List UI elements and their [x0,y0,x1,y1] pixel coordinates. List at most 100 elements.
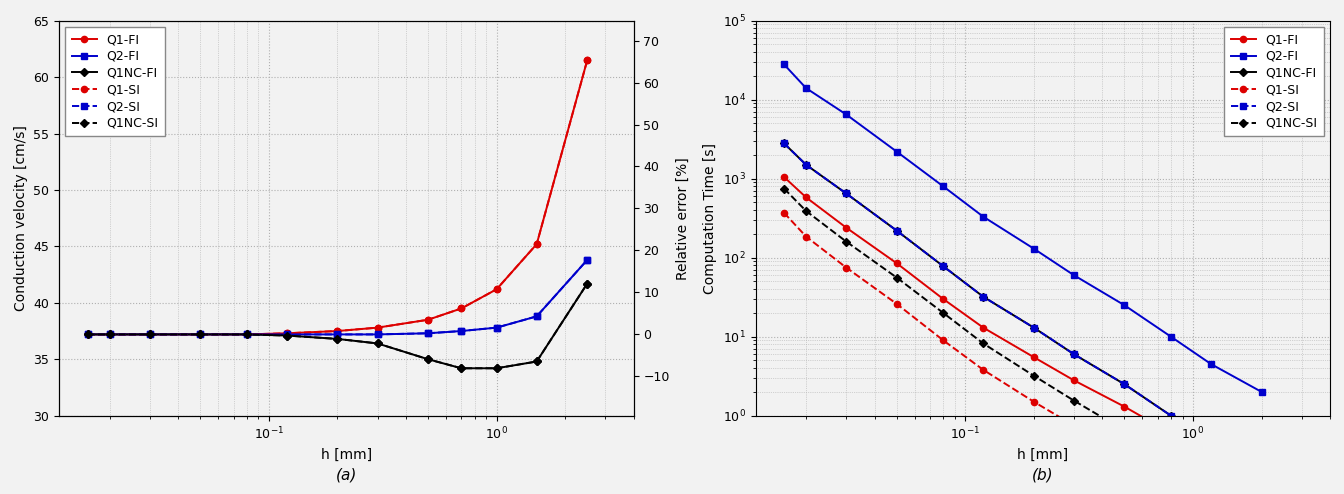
Q1NC-FI [976,294,992,300]
Line: Q1NC-SI: Q1NC-SI [781,185,1265,494]
Q1NC-FI [1066,351,1082,357]
Q2-FI [775,61,792,67]
Line: Q1-FI: Q1-FI [85,57,590,337]
Q1-FI [453,305,469,311]
Q1-FI [370,325,386,330]
Q1NC-SI [1117,427,1133,433]
Q1-FI [1117,404,1133,410]
Q1-SI [488,287,504,292]
Q1NC-SI [935,310,952,316]
Q1NC-FI [775,140,792,146]
Line: Q1-SI: Q1-SI [85,57,590,337]
Q1-SI [888,301,905,307]
Q1NC-SI [976,340,992,346]
Line: Q1NC-SI: Q1NC-SI [85,281,590,371]
Line: Q2-FI: Q2-FI [781,61,1265,395]
Q2-FI [976,214,992,220]
Q1NC-FI [1163,412,1179,418]
Q1NC-SI [1163,459,1179,465]
Q2-SI [1025,325,1042,330]
Q2-FI [278,331,294,337]
Q1NC-SI [329,336,345,342]
Q1NC-SI [528,359,544,365]
Q1-FI [329,328,345,334]
Q1NC-SI [278,332,294,338]
Q2-SI [370,331,386,337]
Q1-SI [239,331,255,337]
Q1NC-SI [798,208,814,214]
Q2-SI [329,331,345,337]
Q1NC-SI [579,281,595,287]
Q1-FI [278,330,294,336]
Q1NC-SI [888,275,905,281]
Q1-FI [1203,454,1219,460]
Q1-SI [1025,399,1042,405]
Line: Q2-SI: Q2-SI [85,257,590,337]
Q1NC-FI [370,340,386,346]
Q2-FI [488,325,504,330]
Q2-SI [192,331,208,337]
Q2-FI [1254,389,1270,395]
Q1NC-FI [528,359,544,365]
Q2-SI [1066,351,1082,357]
Y-axis label: Conduction velocity [cm/s]: Conduction velocity [cm/s] [13,125,28,311]
Q1-FI [488,287,504,292]
Q1NC-FI [1203,440,1219,446]
Q1NC-FI [1117,381,1133,387]
Q2-FI [1163,334,1179,340]
Q1NC-SI [192,331,208,337]
Q1-FI [976,325,992,330]
Q1-FI [775,174,792,180]
Y-axis label: Computation Time [s]: Computation Time [s] [703,143,718,293]
Legend: Q1-FI, Q2-FI, Q1NC-FI, Q1-SI, Q2-SI, Q1NC-SI: Q1-FI, Q2-FI, Q1NC-FI, Q1-SI, Q2-SI, Q1N… [1224,27,1324,136]
Q1-FI [1066,377,1082,383]
Q1-SI [839,265,855,271]
Q1NC-SI [839,239,855,245]
Q2-SI [141,331,157,337]
Q2-FI [528,313,544,319]
Q2-SI [79,331,95,337]
Q1-FI [579,57,595,63]
Q1-FI [888,260,905,266]
Q1-SI [278,330,294,336]
Q1NC-FI [839,191,855,197]
Q2-SI [419,330,435,336]
Q2-FI [141,331,157,337]
Q1NC-FI [329,336,345,342]
Q1NC-FI [935,263,952,269]
Q1-SI [329,328,345,334]
Q2-SI [1203,440,1219,446]
Q2-FI [453,328,469,334]
Text: (a): (a) [336,467,358,482]
Q1NC-FI [453,365,469,371]
X-axis label: h [mm]: h [mm] [321,448,372,461]
Q2-FI [839,112,855,118]
Line: Q1NC-FI: Q1NC-FI [85,281,590,371]
Q1-FI [1025,354,1042,360]
Q1NC-FI [141,331,157,337]
Q1-SI [579,57,595,63]
Q2-FI [419,330,435,336]
Q1NC-FI [488,365,504,371]
Q2-SI [935,263,952,269]
Q1-SI [935,337,952,343]
Q1NC-FI [239,331,255,337]
Q2-SI [798,162,814,168]
Q2-SI [102,331,118,337]
Q1-SI [370,325,386,330]
Q2-SI [1117,381,1133,387]
Q2-FI [579,257,595,263]
Q1-SI [528,241,544,247]
Q2-FI [798,85,814,91]
Q1NC-FI [1254,468,1270,474]
Q1NC-SI [775,186,792,192]
Q1NC-FI [419,356,435,362]
Text: (b): (b) [1032,467,1054,482]
Q2-SI [579,257,595,263]
Q2-FI [192,331,208,337]
Q1NC-FI [278,332,294,338]
Q1NC-FI [102,331,118,337]
Q2-FI [239,331,255,337]
Q1-FI [79,331,95,337]
Q1NC-FI [192,331,208,337]
